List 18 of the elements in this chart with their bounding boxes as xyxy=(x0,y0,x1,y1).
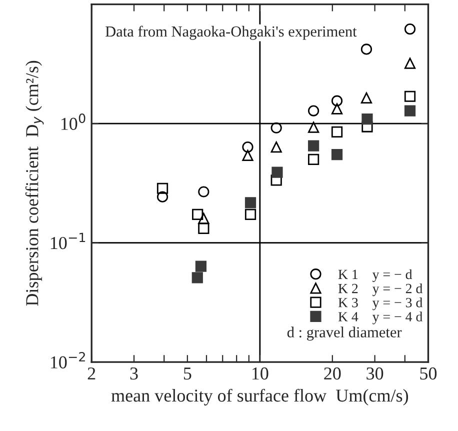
y-tick-label: 10$^{−2}$ xyxy=(50,352,85,368)
y-tick-label: 10$^{0}$ xyxy=(61,114,86,130)
x-tick-label: 10 xyxy=(252,367,268,380)
legend-label: K 2 y = − 2 d xyxy=(338,283,423,296)
y-tick-label: 10$^{−1}$ xyxy=(50,232,86,250)
annotation: Data from Nagaoka-Ohgaki's experiment xyxy=(106,26,357,40)
legend-label: K 4 y = − 4 d xyxy=(338,312,423,324)
x-tick-label: 3 xyxy=(130,367,138,380)
legend-label: K 1 y = − d xyxy=(338,269,412,282)
x-tick-label: 5 xyxy=(184,368,192,380)
legend-label: K 3 y = − 3 d xyxy=(338,298,423,310)
x-tick-label: 2 xyxy=(88,367,96,380)
x-tick-label: 50 xyxy=(420,367,437,380)
annotation: d : gravel diameter xyxy=(287,326,402,341)
y-axis-title: Dispersion coefficient D$_{y}$ (cm²/s) xyxy=(25,60,44,306)
x-tick-label: 20 xyxy=(324,367,341,380)
x-axis-title: mean velocity of surface flow Um(cm/s) xyxy=(111,388,408,406)
x-tick-label: 30 xyxy=(366,367,384,380)
